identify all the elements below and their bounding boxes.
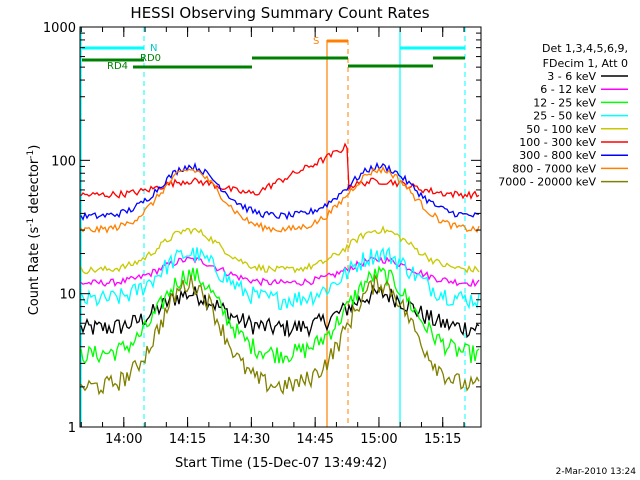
chart-title: HESSI Observing Summary Count Rates <box>130 4 429 22</box>
x-tick-label: 14:45 <box>296 432 333 447</box>
y-tick-label: 10 <box>59 288 76 303</box>
legend-label: 6 - 12 keV <box>540 83 596 96</box>
annotation-s: S <box>313 36 319 47</box>
annotation-rd0: RD0 <box>140 53 161 64</box>
legend-label: 25 - 50 keV <box>533 110 596 123</box>
legend-label: 800 - 7000 keV <box>512 162 596 175</box>
series-group <box>80 142 480 396</box>
axes <box>79 26 482 428</box>
legend-header-1: Det 1,3,4,5,6,9, <box>542 42 628 55</box>
series-line <box>80 256 480 288</box>
series-line <box>80 284 480 339</box>
legend-label: 3 - 6 keV <box>547 70 596 83</box>
x-axis-label: Start Time (15-Dec-07 13:49:42) <box>175 456 387 471</box>
x-tick-label: 15:15 <box>424 432 461 447</box>
series-line <box>80 142 480 200</box>
y-axis-label: Count Rate (s-1 detector-1) <box>26 145 42 316</box>
legend-header-2: FDecim 1, Att 0 <box>543 57 628 70</box>
plot-frame <box>79 26 482 428</box>
series-line <box>80 246 480 311</box>
y-tick-label: 1000 <box>43 21 76 36</box>
y-tick-label: 1 <box>68 421 76 436</box>
x-tick-label: 14:30 <box>233 432 270 447</box>
ticks: 1 10 100 1000 14:00 14:15 14:30 14:45 15:00 15:15 <box>43 21 481 447</box>
series-line <box>80 165 480 234</box>
legend-label: 300 - 800 keV <box>519 149 596 162</box>
x-tick-label: 14:00 <box>105 432 142 447</box>
series-line <box>80 225 480 275</box>
series-line <box>80 161 480 222</box>
legend-label: 12 - 25 keV <box>533 96 596 109</box>
x-tick-label: 15:00 <box>360 432 397 447</box>
y-tick-label: 100 <box>51 154 76 169</box>
legend-label: 50 - 100 keV <box>526 123 596 136</box>
legend-label: 7000 - 20000 keV <box>498 176 596 189</box>
series-line <box>80 273 480 396</box>
legend-label: 100 - 300 keV <box>519 136 596 149</box>
x-tick-label: 14:15 <box>169 432 206 447</box>
timestamp: 2-Mar-2010 13:24 <box>556 467 637 477</box>
observing-markers: N S RD0 RD4 <box>80 27 466 427</box>
annotation-n: N <box>150 43 157 54</box>
annotation-rd4: RD4 <box>107 61 128 72</box>
series-line <box>80 265 480 365</box>
